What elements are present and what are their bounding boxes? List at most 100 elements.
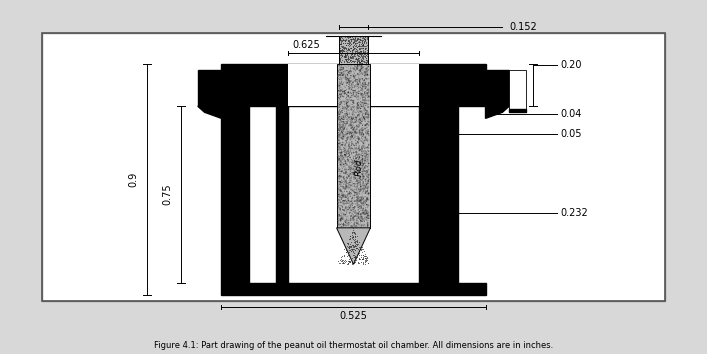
Point	[340, 79, 351, 85]
Point	[361, 215, 372, 220]
Point	[361, 154, 373, 160]
Point	[351, 158, 362, 163]
Point	[340, 38, 351, 43]
Point	[334, 146, 346, 152]
Point	[351, 110, 362, 115]
Point	[358, 175, 370, 180]
Point	[358, 56, 369, 61]
Point	[334, 91, 345, 96]
Point	[347, 234, 358, 240]
Point	[361, 62, 373, 68]
Point	[334, 81, 346, 87]
Point	[359, 253, 370, 259]
Point	[342, 110, 354, 116]
Point	[337, 93, 348, 99]
Point	[340, 218, 351, 223]
Point	[346, 171, 358, 177]
Point	[336, 129, 347, 135]
Point	[349, 175, 361, 180]
Point	[349, 64, 361, 70]
Point	[341, 175, 352, 180]
Point	[357, 173, 368, 179]
Point	[337, 260, 349, 266]
Point	[354, 213, 366, 219]
Point	[346, 212, 357, 218]
Point	[351, 178, 363, 184]
Point	[338, 162, 349, 167]
Point	[345, 199, 356, 204]
Point	[358, 135, 370, 140]
Point	[361, 60, 372, 66]
Point	[341, 183, 352, 189]
Point	[354, 191, 365, 197]
Point	[349, 229, 360, 235]
Point	[354, 100, 365, 105]
Point	[340, 68, 351, 74]
Point	[355, 198, 366, 204]
Point	[355, 76, 366, 82]
Point	[347, 54, 358, 60]
Point	[358, 195, 370, 200]
Point	[346, 63, 357, 69]
Point	[345, 45, 356, 51]
Point	[358, 40, 370, 45]
Point	[332, 62, 344, 68]
Point	[361, 164, 372, 169]
Point	[359, 145, 370, 151]
Point	[356, 40, 368, 46]
Point	[342, 37, 354, 42]
Point	[347, 209, 358, 214]
Point	[343, 191, 354, 197]
Point	[335, 142, 346, 148]
Point	[352, 50, 363, 56]
Point	[345, 162, 356, 168]
Point	[352, 167, 363, 173]
Point	[348, 142, 359, 148]
Point	[362, 218, 373, 224]
Point	[356, 57, 368, 63]
Point	[349, 71, 360, 77]
Point	[361, 257, 373, 263]
Point	[359, 155, 370, 161]
Point	[355, 219, 366, 224]
Point	[351, 192, 363, 198]
Point	[341, 125, 353, 131]
Point	[360, 53, 371, 59]
Point	[357, 67, 368, 73]
Point	[356, 113, 368, 119]
Point	[334, 167, 345, 173]
Point	[361, 182, 372, 188]
Point	[346, 153, 358, 159]
Point	[334, 70, 346, 75]
Point	[354, 53, 365, 59]
Point	[352, 36, 363, 42]
Point	[354, 169, 365, 174]
Point	[359, 76, 370, 82]
Point	[341, 154, 353, 160]
Point	[354, 198, 365, 204]
Point	[353, 85, 364, 90]
Point	[356, 92, 367, 98]
Point	[334, 178, 345, 184]
Point	[334, 193, 345, 199]
Point	[342, 100, 354, 105]
Point	[361, 129, 373, 135]
Point	[341, 218, 353, 223]
Point	[343, 89, 354, 95]
Point	[342, 148, 354, 154]
Point	[362, 205, 373, 211]
Point	[344, 194, 356, 199]
Point	[358, 161, 369, 167]
Point	[337, 67, 348, 72]
Point	[346, 141, 358, 147]
Point	[358, 173, 369, 179]
Point	[354, 59, 366, 65]
Point	[337, 108, 348, 114]
Point	[361, 67, 373, 72]
Point	[363, 203, 374, 209]
Point	[350, 46, 361, 51]
Point	[342, 90, 354, 95]
Point	[346, 207, 357, 213]
Point	[356, 42, 367, 48]
Point	[337, 150, 348, 156]
